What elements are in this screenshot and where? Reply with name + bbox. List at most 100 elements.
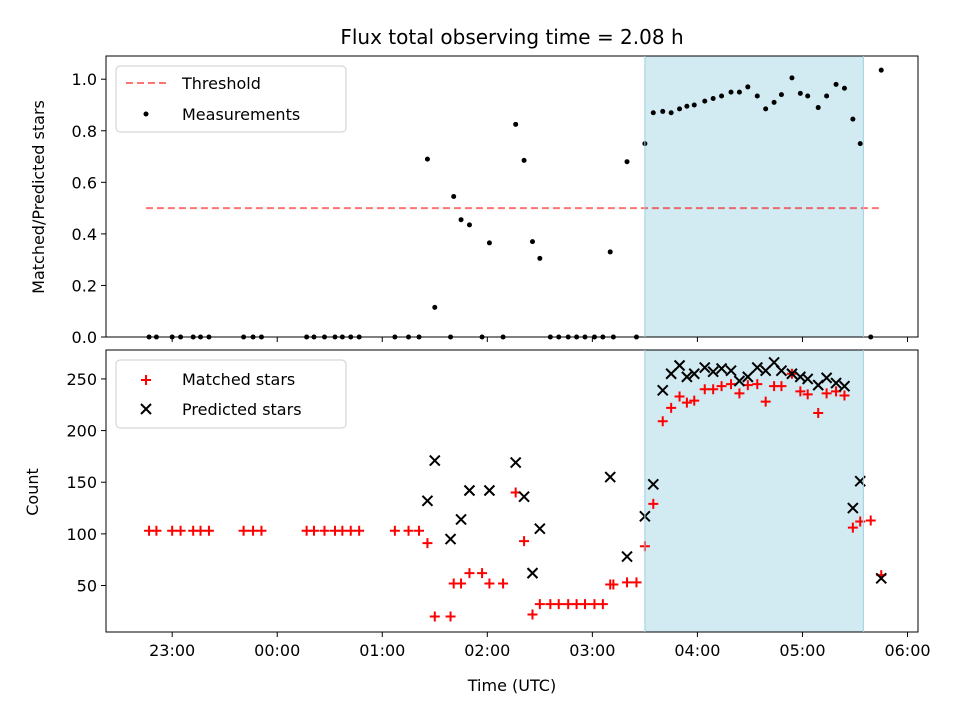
measurement-point [702,98,708,104]
predicted-stars-point [742,371,754,383]
measurement-point [736,89,742,95]
matched-stars-point [648,498,659,509]
measurement-point [677,106,683,112]
x-tick-label: 23:00 [149,641,195,660]
measurement-point [745,84,751,90]
matched-stars-point [464,568,475,579]
top-plot-frame [105,55,919,338]
matched-stars-point [456,578,467,589]
matched-stars-point [689,395,700,406]
measurement-point [513,121,519,127]
measurement-point [486,240,492,246]
measurement-point [771,99,777,105]
matched-stars-point [865,515,876,526]
legend-matched-swatch [141,375,151,385]
matched-stars-point [151,525,162,536]
predicted-stars-point [699,361,711,374]
bottom-legend: Matched stars Predicted stars [115,359,347,429]
matched-stars-point [580,599,591,610]
measurement-point [754,93,760,99]
matched-stars-point [256,525,267,536]
matched-stars-point [248,525,259,536]
matched-stars-point [802,389,813,400]
matched-stars-point [708,384,719,395]
predicted-stars-point [875,572,887,584]
predicted-stars-point [534,522,546,535]
matched-stars-point [776,381,787,392]
x-tick-label: 02:00 [464,641,510,660]
measurement-point [424,156,430,162]
predicted-stars-point [429,454,441,467]
predicted-stars-point [604,471,616,483]
measurement-point [691,102,697,108]
x-tick-label: 04:00 [674,641,720,660]
matched-stars-point [445,611,456,622]
top-y-tick-label: 0.0 [72,328,97,347]
matched-stars-point [821,388,832,399]
top-highlight-band [644,56,864,337]
bottom-y-tick-label: 100 [66,525,97,544]
measurement-point [815,105,821,111]
predicted-stars-point [820,372,833,384]
legend-predicted-label: Predicted stars [182,400,302,419]
matched-stars-point [563,599,574,610]
top-y-tick-label: 0.6 [72,173,97,192]
predicted-stars-point [847,502,859,514]
matched-stars-point [403,525,414,536]
matched-stars-point [195,525,206,536]
top-legend-box [115,65,347,133]
top-panel: 0.0 0.2 0.4 0.6 0.8 1.0 Matched/Predicted sta… [29,55,919,347]
measurement-point [451,194,457,199]
predicted-stars-point [621,550,633,563]
measurement-point [458,217,464,223]
bottom-y-tick-label: 200 [66,422,97,441]
measurement-point [624,159,630,165]
top-y-tick-label: 1.0 [72,70,97,89]
bottom-legend-box [115,359,347,429]
matched-stars-point [238,525,249,536]
matched-stars-point [175,525,186,536]
measurement-point [824,93,830,99]
matched-stars-point [726,379,737,390]
predicted-stars-point [444,533,457,545]
matched-stars-point [519,536,530,547]
matched-stars-point [308,525,319,536]
matched-stars-point [716,381,727,392]
top-y-tick-label: 0.4 [72,225,97,244]
matched-stars-point [422,538,433,549]
matched-stars-point [527,609,538,620]
measurement-point [778,92,784,98]
measurement-point [789,75,795,81]
measurement-point [833,81,839,87]
predicted-stars-point [688,368,700,380]
predicted-stars-point [657,384,669,396]
matched-stars-point [839,390,850,401]
legend-matched-label: Matched stars [182,370,295,389]
matched-stars-point [429,611,440,622]
top-legend: Threshold Measurements [115,65,347,133]
x-tick-label: 00:00 [254,641,300,660]
matched-stars-point [167,525,178,536]
x-tick-label: 01:00 [359,641,405,660]
top-y-tick-label: 0.2 [72,276,97,295]
legend-predicted-swatch [140,403,152,415]
measurement-point [432,304,438,310]
x-tick-label: 05:00 [779,641,825,660]
x-axis-label: Time (UTC) [467,676,556,695]
chart-title: Flux total observing time = 2.08 h [340,25,683,49]
measurement-point [850,116,856,122]
measurement-point [841,85,847,91]
measurement-point [763,106,769,112]
measurement-point [660,108,666,114]
measurement-point [805,93,811,99]
predicted-stars-point [518,490,530,503]
predicted-stars-point [725,364,737,377]
predicted-stars-point [509,456,522,469]
predicted-stars-point [759,364,772,377]
predicted-stars-point [483,484,496,497]
measurement-point [537,255,543,261]
measurement-point [529,239,535,245]
matched-stars-point [203,525,214,536]
measurement-point [728,89,734,95]
